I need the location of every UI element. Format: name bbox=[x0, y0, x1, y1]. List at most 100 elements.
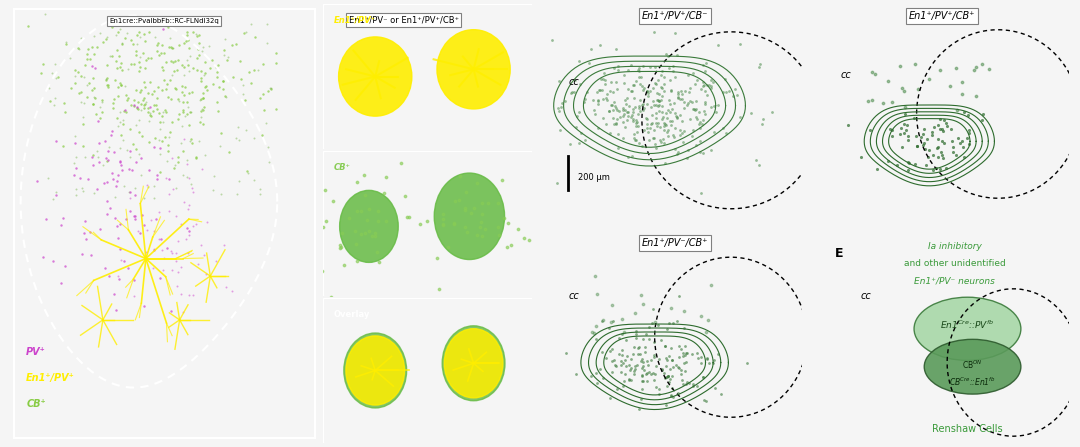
Point bbox=[656, 80, 673, 88]
Point bbox=[552, 127, 569, 134]
Point bbox=[751, 161, 768, 169]
Point bbox=[197, 70, 214, 77]
Point bbox=[137, 84, 154, 91]
Point bbox=[435, 221, 453, 228]
Point bbox=[168, 67, 186, 74]
Point bbox=[167, 185, 185, 192]
Point bbox=[926, 123, 943, 131]
Point bbox=[605, 106, 622, 113]
Point bbox=[130, 29, 147, 36]
Point bbox=[660, 352, 677, 359]
Text: CB⁺: CB⁺ bbox=[26, 400, 45, 409]
Point bbox=[215, 78, 232, 85]
Point bbox=[323, 293, 340, 300]
Point bbox=[929, 145, 946, 152]
Point bbox=[340, 214, 357, 221]
Point bbox=[158, 58, 175, 65]
Ellipse shape bbox=[434, 173, 504, 260]
Point bbox=[178, 160, 195, 167]
Point bbox=[607, 104, 624, 111]
Point bbox=[224, 41, 241, 48]
Point bbox=[112, 59, 130, 66]
Point bbox=[639, 128, 657, 135]
Point bbox=[669, 115, 686, 122]
Point bbox=[396, 192, 414, 199]
Point bbox=[84, 62, 102, 69]
Point bbox=[663, 392, 680, 399]
Point bbox=[915, 126, 932, 133]
Point bbox=[896, 110, 914, 118]
Point bbox=[171, 97, 188, 104]
Point bbox=[73, 142, 91, 149]
Point bbox=[127, 145, 145, 152]
Ellipse shape bbox=[346, 336, 405, 405]
Point bbox=[366, 232, 383, 239]
Point bbox=[616, 72, 633, 79]
Point bbox=[366, 230, 383, 237]
Point bbox=[500, 219, 517, 226]
Point bbox=[656, 119, 673, 127]
Point bbox=[616, 79, 633, 86]
Point bbox=[968, 63, 985, 70]
Point bbox=[670, 364, 687, 371]
Point bbox=[85, 33, 103, 40]
Point bbox=[68, 191, 85, 198]
Point bbox=[163, 250, 180, 257]
Point bbox=[116, 108, 133, 115]
Point bbox=[112, 81, 130, 88]
Point bbox=[193, 166, 211, 173]
Point bbox=[195, 103, 213, 110]
Point bbox=[634, 385, 651, 392]
Point bbox=[644, 84, 661, 91]
Point bbox=[99, 158, 117, 165]
Point bbox=[600, 107, 618, 114]
Point bbox=[135, 303, 152, 310]
Point bbox=[697, 397, 714, 405]
Point bbox=[633, 372, 650, 379]
Point bbox=[557, 350, 575, 357]
Point bbox=[173, 291, 190, 298]
Ellipse shape bbox=[924, 339, 1021, 394]
Point bbox=[160, 23, 177, 30]
Point bbox=[864, 96, 881, 103]
Point bbox=[620, 362, 637, 369]
Point bbox=[150, 137, 167, 144]
Point bbox=[908, 142, 926, 149]
Point bbox=[669, 150, 686, 157]
Point bbox=[659, 133, 676, 140]
Point bbox=[657, 343, 674, 350]
Point bbox=[603, 369, 620, 376]
Point bbox=[605, 114, 622, 122]
Point bbox=[690, 108, 707, 115]
Point bbox=[586, 110, 604, 118]
Point bbox=[662, 365, 679, 372]
Point bbox=[519, 236, 537, 244]
Point bbox=[685, 69, 702, 76]
Point bbox=[125, 276, 143, 283]
Point bbox=[159, 93, 176, 101]
Point bbox=[238, 126, 255, 133]
Point bbox=[603, 78, 620, 85]
Point bbox=[693, 116, 711, 123]
Point bbox=[915, 141, 932, 148]
Point bbox=[680, 379, 698, 386]
Point bbox=[663, 357, 680, 364]
Point bbox=[163, 44, 180, 51]
Point bbox=[608, 115, 625, 122]
Point bbox=[589, 89, 606, 96]
Point bbox=[107, 307, 124, 314]
Point bbox=[167, 257, 185, 264]
Point bbox=[135, 30, 152, 38]
Point bbox=[667, 113, 685, 120]
Point bbox=[56, 109, 73, 116]
Point bbox=[136, 101, 153, 108]
Point bbox=[640, 136, 658, 143]
Point bbox=[73, 185, 91, 192]
Point bbox=[180, 201, 198, 208]
Point bbox=[72, 34, 90, 41]
Point bbox=[238, 168, 255, 175]
Point bbox=[152, 235, 170, 242]
Point bbox=[607, 363, 624, 370]
Point bbox=[954, 79, 971, 86]
Point bbox=[612, 368, 630, 375]
